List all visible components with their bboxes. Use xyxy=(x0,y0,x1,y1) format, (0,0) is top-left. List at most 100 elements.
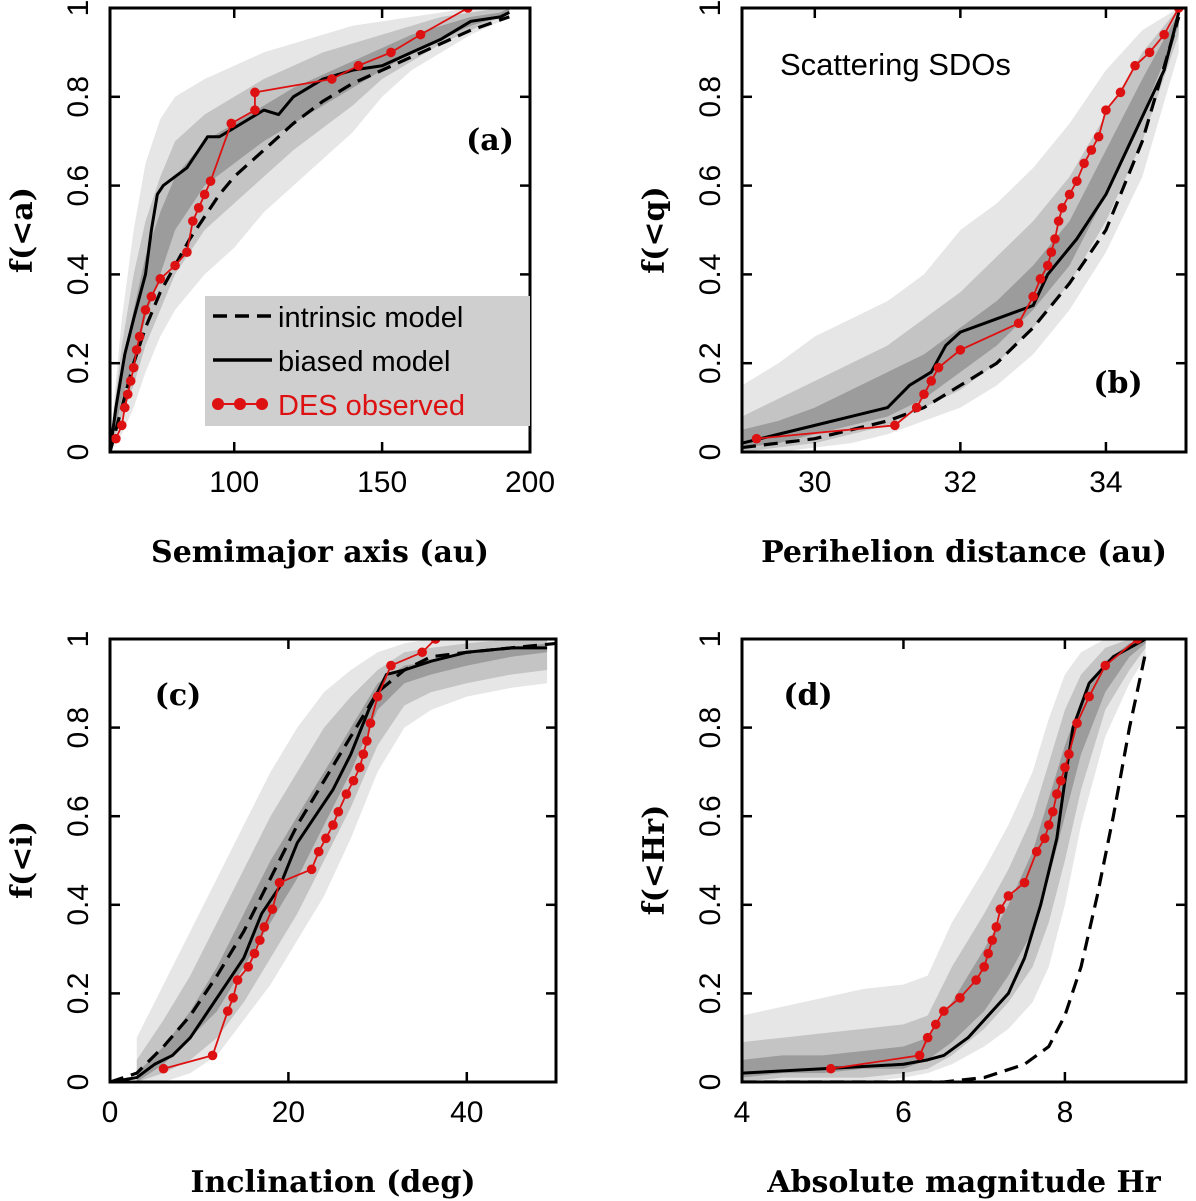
observed-point xyxy=(255,935,265,946)
observed-point xyxy=(249,948,260,959)
observed-point xyxy=(250,87,260,98)
observed-point xyxy=(1100,660,1111,671)
observed-point xyxy=(1060,762,1070,773)
observed-point xyxy=(250,105,260,115)
observed-point xyxy=(930,1019,941,1030)
confidence-band-inner xyxy=(136,643,548,1082)
y-axis-label: f(<q) xyxy=(637,186,672,273)
x-axis-label: Absolute magnitude Hr xyxy=(766,1165,1162,1200)
y-tick-label: 0.8 xyxy=(694,76,727,118)
observed-point xyxy=(1013,318,1024,329)
x-tick-label: 4 xyxy=(734,1096,751,1129)
series-biased-model-line xyxy=(742,639,1147,1075)
observed-point xyxy=(1052,789,1062,799)
y-tick-label: 0 xyxy=(694,1074,727,1091)
observed-point xyxy=(919,389,929,400)
y-tick-label: 1 xyxy=(62,631,95,648)
series-biased-model-line xyxy=(110,11,510,452)
legend-biased-label: biased model xyxy=(278,346,451,378)
series-intrinsic-model-line xyxy=(110,641,556,1082)
confidence-band-mid xyxy=(110,8,510,452)
chart-panel: 0 20 40 0 0.2 0.4 0.6 0.8 1 Inclination (deg) f(<i… xyxy=(5,631,558,1200)
observed-point xyxy=(354,762,365,773)
observed-point xyxy=(1093,131,1104,142)
x-tick-label: 6 xyxy=(895,1096,912,1129)
observed-point xyxy=(1144,47,1155,58)
observed-point xyxy=(987,935,998,946)
x-tick-label: 40 xyxy=(450,1096,483,1129)
y-tick-label: 0.8 xyxy=(62,707,95,749)
y-tick-label: 1 xyxy=(694,0,727,16)
observed-point xyxy=(128,362,139,373)
y-tick-label: 0.6 xyxy=(62,165,95,207)
legend-observed-swatch-marker xyxy=(212,398,224,410)
y-tick-label: 0.6 xyxy=(694,165,727,207)
observed-point xyxy=(274,877,285,888)
observed-point xyxy=(328,820,338,830)
y-tick-label: 0.8 xyxy=(694,707,727,749)
series-biased-model-line xyxy=(742,12,1181,445)
plot-frame xyxy=(740,637,1188,1084)
observed-point xyxy=(933,362,944,373)
y-tick-label: 0 xyxy=(694,444,727,461)
observed-point xyxy=(232,975,243,985)
observed-point xyxy=(1053,216,1064,226)
observed-point xyxy=(193,203,204,213)
observed-point xyxy=(1003,891,1014,901)
confidence-band-outer xyxy=(742,639,1146,1082)
observed-point xyxy=(415,29,426,40)
chart-panel: 4 6 8 0 0.2 0.4 0.6 0.8 1 Absolute magnitude Hr f(… xyxy=(637,631,1188,1200)
observed-point xyxy=(1043,820,1054,830)
observed-point xyxy=(1042,260,1053,271)
observed-point xyxy=(1048,806,1058,817)
observed-point xyxy=(341,789,352,799)
plot-area xyxy=(742,8,1184,452)
observed-point xyxy=(922,1032,933,1043)
plot-area xyxy=(110,639,556,1082)
x-tick-label: 100 xyxy=(209,466,259,499)
legend-observed-swatch-marker xyxy=(256,398,268,410)
observed-point xyxy=(1050,234,1060,244)
x-axis-label: Inclination (deg) xyxy=(190,1165,475,1200)
confidence-band-inner xyxy=(742,639,1146,1078)
observed-point xyxy=(228,993,238,1003)
plot-area xyxy=(742,639,1148,1082)
panel-label: (d) xyxy=(783,678,832,713)
observed-point xyxy=(155,274,166,284)
legend-intrinsic-label: intrinsic model xyxy=(278,302,463,334)
observed-point xyxy=(1072,176,1082,186)
observed-point xyxy=(111,433,121,444)
y-tick-label: 0.6 xyxy=(62,795,95,837)
observed-point xyxy=(140,305,151,315)
x-tick-label: 30 xyxy=(798,466,831,499)
observed-point xyxy=(1019,877,1030,888)
observed-point xyxy=(321,833,331,844)
x-tick-label: 200 xyxy=(505,466,555,499)
panel-label: (a) xyxy=(466,123,514,158)
observed-point xyxy=(267,904,278,915)
plot-frame xyxy=(740,6,1188,454)
y-tick-label: 0 xyxy=(62,444,95,461)
y-tick-label: 0.4 xyxy=(694,254,727,296)
x-tick-label: 8 xyxy=(1057,1096,1074,1129)
x-axis-label: Semimajor axis (au) xyxy=(151,535,489,570)
observed-point xyxy=(914,1050,925,1061)
series-biased-model-line xyxy=(110,646,548,1082)
observed-point xyxy=(146,291,157,302)
observed-point xyxy=(1086,145,1097,155)
chart-panel: 100 150 200 0 0.2 0.4 0.6 0.8 1 Semimajor axis (a… xyxy=(5,0,555,570)
confidence-band-inner xyxy=(110,8,510,452)
x-tick-label: 150 xyxy=(357,466,407,499)
observed-point xyxy=(222,1006,233,1016)
observed-point xyxy=(991,922,1002,932)
panel-label: (c) xyxy=(155,678,202,713)
observed-point xyxy=(926,376,937,386)
observed-point xyxy=(134,331,145,342)
observed-point xyxy=(1056,775,1066,786)
observed-point xyxy=(417,647,428,658)
y-axis-label: f(<Hr) xyxy=(637,805,672,916)
y-tick-label: 0 xyxy=(62,1074,95,1091)
observed-point xyxy=(259,922,270,932)
observed-point xyxy=(205,176,216,186)
